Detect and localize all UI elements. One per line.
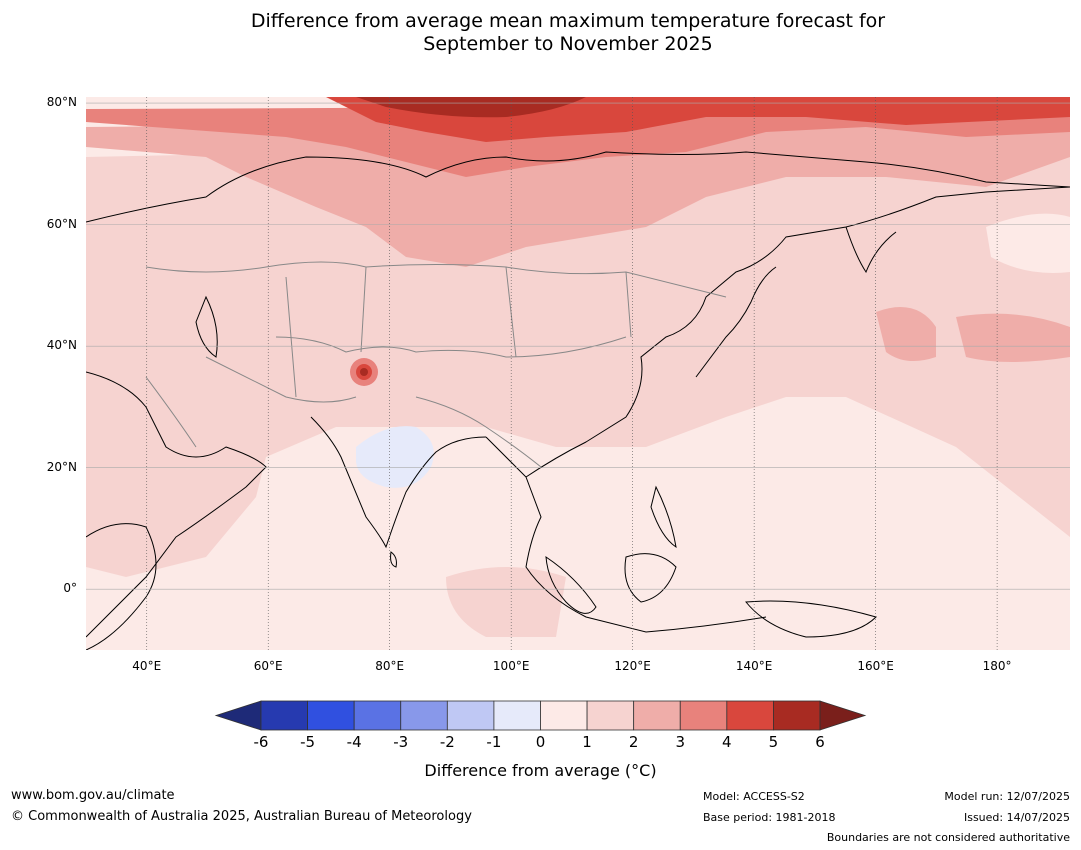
colorbar-bin xyxy=(679,700,728,731)
colorbar-extend-max xyxy=(819,700,867,731)
colorbar-tick-label: 4 xyxy=(722,733,732,751)
issued-date: Issued: 14/07/2025 xyxy=(963,811,1070,824)
colorbar-extend-min xyxy=(214,700,262,731)
coastline-se-asia xyxy=(485,436,767,633)
colorbar-tick-label: 2 xyxy=(628,733,639,751)
boundaries-disclaimer: Boundaries are not considered authoritat… xyxy=(826,831,1070,844)
copyright: © Commonwealth of Australia 2025, Austra… xyxy=(11,809,472,824)
anomaly-zone-1-2-south xyxy=(446,567,566,637)
longitude-label: 160°E xyxy=(857,659,894,673)
coastline-india xyxy=(310,416,487,549)
colorbar-bin xyxy=(353,700,402,731)
coastline-new-guinea xyxy=(745,600,877,638)
coastline-china xyxy=(525,186,1070,478)
map-canvas xyxy=(86,97,1070,650)
latitude-label: 40°N xyxy=(46,338,77,353)
coastline-caspian xyxy=(195,295,218,358)
anomaly-zone-3-4 xyxy=(86,105,1070,177)
coastlines xyxy=(86,151,1070,650)
colorbar-bin xyxy=(446,700,495,731)
anomaly-zone-2-3-pacific xyxy=(876,307,936,361)
longitude-label: 60°E xyxy=(253,659,283,673)
coastline-japan xyxy=(695,266,777,378)
colorbar-bin xyxy=(493,700,541,731)
colorbar-bin xyxy=(307,700,355,731)
colorbar-bin xyxy=(586,700,635,731)
coastline-kamchatka xyxy=(845,226,897,274)
colorbar-bin xyxy=(260,700,308,731)
title-line-2: September to November 2025 xyxy=(423,33,713,55)
colorbar-bin xyxy=(773,700,821,731)
longitude-label: 100°E xyxy=(492,659,530,673)
coastline-borneo xyxy=(624,553,677,603)
anomaly-zone-cool-pacific-ne xyxy=(986,213,1070,273)
model-name: Model: ACCESS-S2 xyxy=(703,790,805,803)
colorbar-bins xyxy=(214,700,867,731)
colorbar-tick-label: -5 xyxy=(300,733,316,751)
longitude-label: 120°E xyxy=(614,659,651,673)
colorbar-bin xyxy=(400,700,448,731)
colorbar-bin xyxy=(726,700,774,731)
anomaly-zone-5-6 xyxy=(356,97,586,118)
colorbar-tick-label: 3 xyxy=(675,733,686,751)
colorbar-tick-label: -1 xyxy=(486,733,502,751)
anomaly-zone-cool-india xyxy=(356,426,434,488)
colorbar-tick-label: 6 xyxy=(815,733,825,751)
anomaly-zone-2-3-pacific-east xyxy=(956,313,1070,362)
latitude-label: 60°N xyxy=(46,216,77,231)
longitude-label: 40°E xyxy=(132,659,162,673)
longitude-label: 80°E xyxy=(375,659,405,673)
coastline-africa-horn xyxy=(86,523,157,650)
colorbar-bin xyxy=(633,700,681,731)
colorbar-tick-label: -4 xyxy=(346,733,362,751)
colorbar-label: Difference from average (°C) xyxy=(424,761,657,780)
graticule xyxy=(86,97,1070,650)
colorbar-tick-label: 0 xyxy=(535,733,546,751)
colorbar-tick-label: 5 xyxy=(768,733,779,751)
latitude-label: 0° xyxy=(63,581,77,596)
colorbar-bin xyxy=(540,700,588,731)
coastline-philippines xyxy=(650,485,677,549)
colorbar-tick-label: -3 xyxy=(393,733,409,751)
model-run: Model run: 12/07/2025 xyxy=(944,790,1070,803)
coastline-sri-lanka xyxy=(390,551,397,568)
anomaly-fill xyxy=(86,97,1070,637)
base-period: Base period: 1981-2018 xyxy=(703,811,836,824)
colorbar-tick-label: -2 xyxy=(439,733,455,751)
temperature-anomaly-map xyxy=(86,97,1070,650)
anomaly-zone-1-2 xyxy=(86,137,1070,577)
title-line-1: Difference from average mean maximum tem… xyxy=(250,10,886,32)
coastline-arabia-india xyxy=(86,371,267,638)
colorbar-tick-label: -6 xyxy=(253,733,269,751)
coastline-sumatra xyxy=(545,556,597,614)
chart-title: Difference from average mean maximum tem… xyxy=(0,10,1081,56)
anomaly-zone-2-3 xyxy=(86,117,1070,267)
latitude-label: 80°N xyxy=(46,95,77,110)
latitude-label: 20°N xyxy=(46,459,77,474)
longitude-label: 180° xyxy=(982,659,1012,673)
colorbar-tick-label: 1 xyxy=(582,733,592,751)
longitude-label: 140°E xyxy=(735,659,773,673)
coastline-arctic xyxy=(86,151,1070,223)
website-link[interactable]: www.bom.gov.au/climate xyxy=(11,788,175,803)
